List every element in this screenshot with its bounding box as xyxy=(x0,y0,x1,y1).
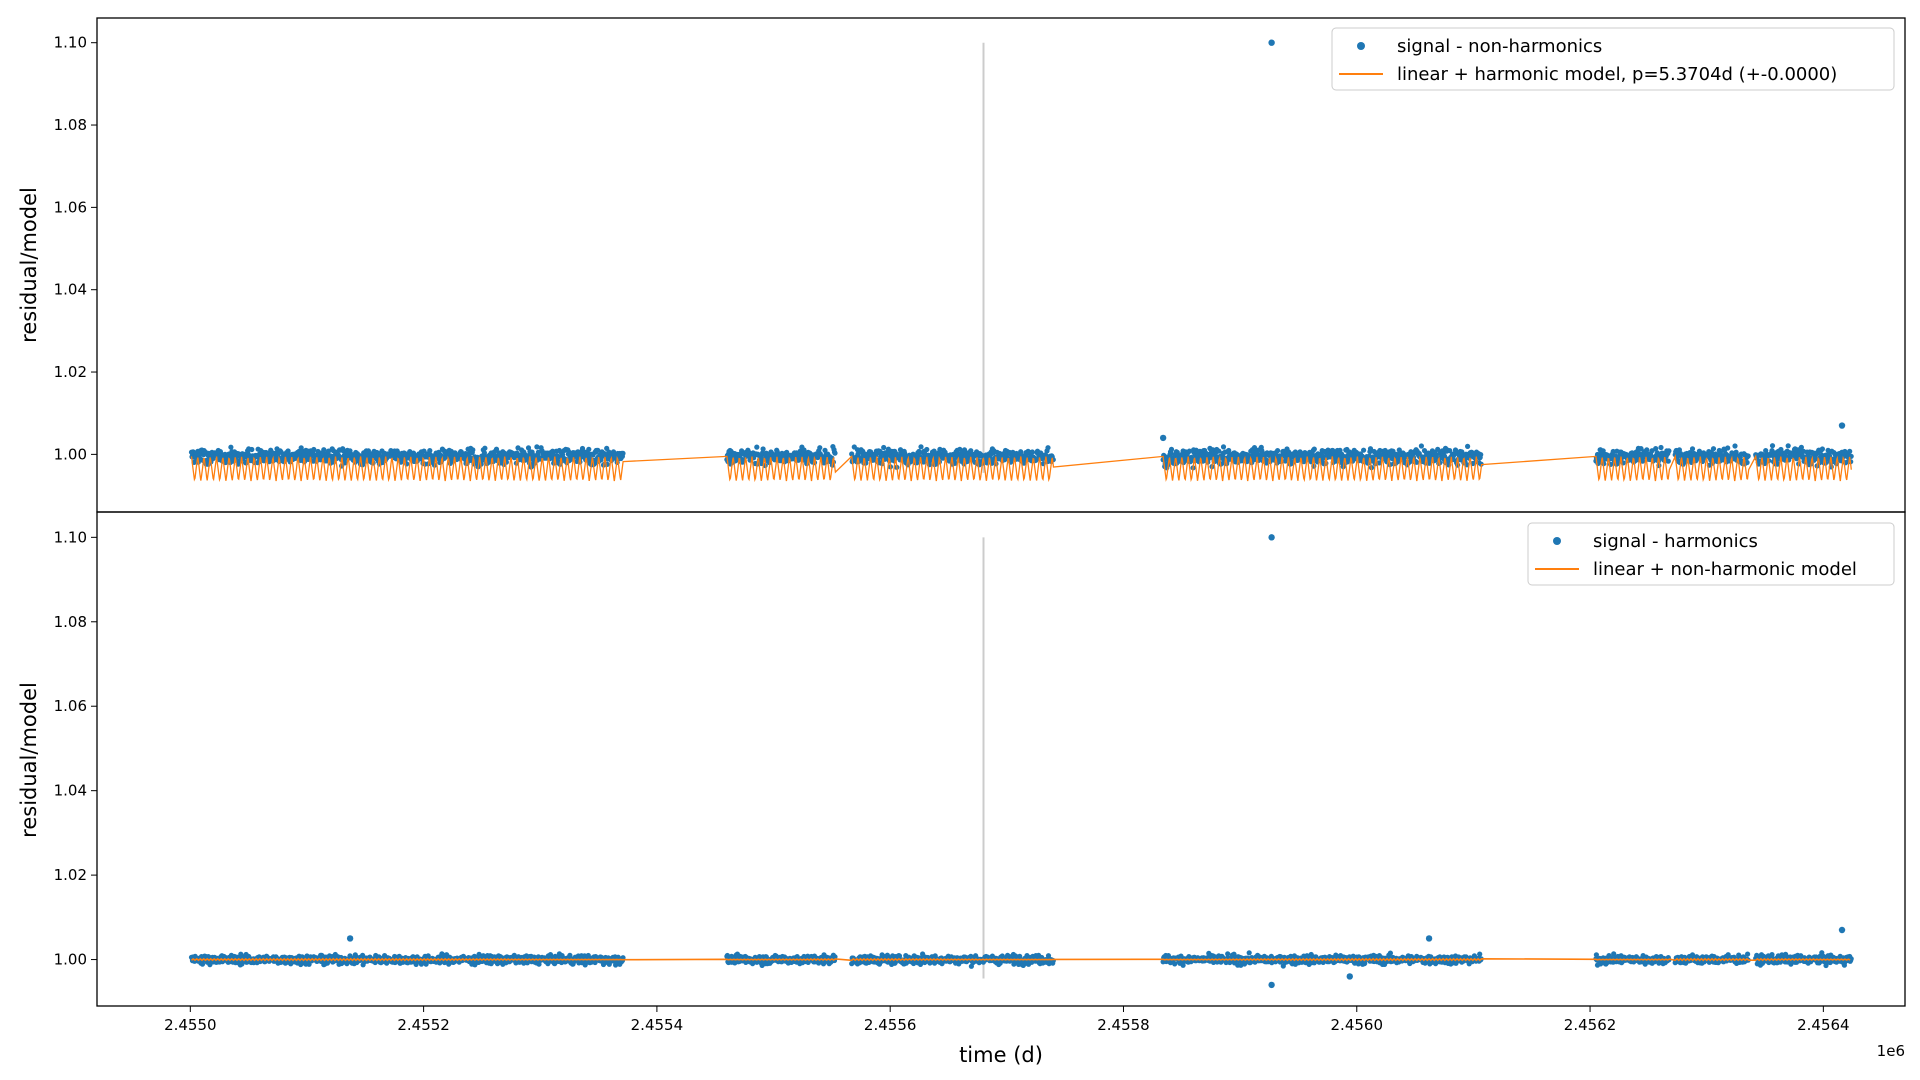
y-tick-label: 1.10 xyxy=(54,34,87,52)
scatter-point xyxy=(321,447,327,453)
scatter-point xyxy=(1732,443,1738,449)
scatter-point xyxy=(228,444,234,450)
scatter-point xyxy=(1361,447,1367,453)
scatter-point xyxy=(1029,449,1035,455)
scatter-point xyxy=(924,446,930,453)
scatter-point xyxy=(1666,448,1672,454)
scatter-point xyxy=(529,449,535,455)
scatter-point xyxy=(427,448,433,454)
scatter-point xyxy=(1226,447,1232,454)
scatter-point xyxy=(342,460,348,466)
scatter-point xyxy=(1168,446,1175,452)
scatter-point xyxy=(952,460,958,466)
scatter-point xyxy=(754,444,760,450)
scatter-point xyxy=(1246,950,1252,956)
scatter-point xyxy=(1021,460,1027,466)
scatter-point xyxy=(1418,443,1424,449)
outlier-point xyxy=(1268,39,1275,46)
scatter-point xyxy=(1725,445,1731,451)
scatter-point xyxy=(1710,446,1717,452)
scatter-point xyxy=(1665,458,1671,464)
top-plot-area xyxy=(188,39,1854,483)
top-y-axis-label: residual/model xyxy=(17,187,41,343)
y-tick-label: 1.08 xyxy=(54,116,87,134)
scatter-point xyxy=(1658,444,1664,451)
scatter-point xyxy=(482,445,488,451)
scatter-point xyxy=(1785,443,1791,449)
scatter-point xyxy=(620,450,626,456)
scatter-point xyxy=(1745,453,1751,459)
scatter-point xyxy=(249,446,255,453)
outlier-point xyxy=(1159,434,1167,442)
scatter-point xyxy=(1847,448,1853,454)
y-tick-label: 1.06 xyxy=(54,198,87,216)
scatter-point xyxy=(481,450,487,456)
scatter-point xyxy=(968,448,974,454)
scatter-point xyxy=(832,450,838,456)
scatter-point xyxy=(1745,951,1751,957)
scatter-point xyxy=(217,449,223,455)
scatter-point xyxy=(1216,448,1222,454)
scatter-point xyxy=(1225,951,1231,957)
scatter-point xyxy=(1819,446,1825,452)
scatter-point xyxy=(311,446,317,453)
scatter-point xyxy=(1311,446,1317,452)
scatter-point xyxy=(817,445,823,451)
scatter-point xyxy=(470,447,476,453)
scatter-point xyxy=(822,447,828,453)
scatter-point xyxy=(1045,445,1051,451)
scatter-point xyxy=(534,444,540,450)
scatter-point xyxy=(1220,444,1227,450)
top-legend-scatter-marker xyxy=(1357,42,1365,50)
scatter-point xyxy=(493,446,500,452)
scatter-point xyxy=(1367,446,1374,452)
scatter-point xyxy=(595,447,601,453)
scatter-point xyxy=(760,446,766,452)
scatter-point xyxy=(957,446,963,452)
scatter-point xyxy=(1186,448,1192,454)
scatter-point xyxy=(1387,950,1393,956)
y-tick-label: 1.02 xyxy=(54,363,87,381)
scatter-point xyxy=(881,444,887,451)
scatter-point xyxy=(1275,448,1281,454)
y-tick-label: 1.04 xyxy=(54,281,87,299)
scatter-point xyxy=(849,451,855,457)
scatter-point xyxy=(921,459,927,465)
scatter-point xyxy=(1769,443,1776,449)
scatter-point xyxy=(801,447,807,453)
y-tick-label: 1.00 xyxy=(54,445,87,463)
top-legend: signal - non-harmonics linear + harmonic… xyxy=(1331,27,1895,91)
top-legend-label-scatter: signal - non-harmonics xyxy=(1397,36,1602,57)
scatter-point xyxy=(1689,446,1696,452)
top-panel: 1.001.021.041.061.081.10 residual/model … xyxy=(17,17,1906,513)
scatter-point xyxy=(586,446,592,452)
scatter-point xyxy=(1477,951,1483,957)
scatter-point xyxy=(1478,452,1484,458)
outlier-point xyxy=(1838,422,1846,429)
scatter-point xyxy=(918,444,924,450)
scatter-point xyxy=(1465,443,1471,449)
top-legend-label-line: linear + harmonic model, p=5.3704d (+-0.… xyxy=(1397,64,1837,85)
